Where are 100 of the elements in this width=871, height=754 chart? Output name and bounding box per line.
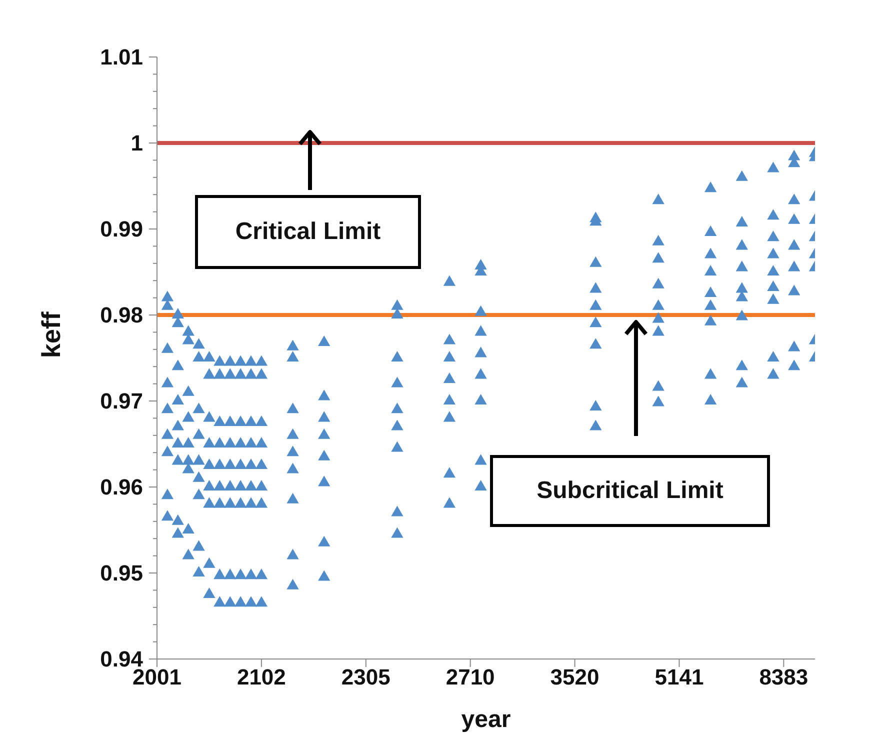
point [161,290,174,302]
point [788,284,800,296]
point [788,213,800,224]
point [318,450,330,460]
point [234,436,247,448]
point [736,260,748,272]
x-tick-label: 2102 [236,664,286,690]
point [286,462,299,474]
point [214,458,226,470]
point [203,497,216,508]
point [244,596,258,607]
point [182,436,194,448]
point [255,596,268,607]
point [652,325,664,336]
point [474,480,487,491]
y-axis-title: keff [36,311,66,358]
point [391,441,404,452]
point [234,368,247,379]
point [203,480,216,491]
point [443,497,456,508]
point [286,446,299,456]
point [214,497,226,508]
point [244,415,258,426]
point [224,415,236,426]
point [224,436,236,448]
point [652,380,664,391]
point [244,458,258,470]
point [182,325,194,336]
point [192,540,205,551]
point [192,566,205,577]
point [203,350,216,362]
point [590,400,602,411]
point [590,299,602,310]
point [767,368,780,379]
point [318,336,330,346]
y-tick-label: 1 [130,130,143,156]
point [161,428,174,439]
point [704,225,717,236]
label-frame: Subcritical Limit [490,455,770,527]
point [244,436,258,448]
point [474,346,487,358]
point [224,368,236,379]
point [214,355,226,366]
point [244,497,258,508]
point [255,415,268,426]
point [161,342,174,353]
point [318,411,330,422]
point [192,471,205,482]
y-tick-label: 0.99 [100,216,143,242]
point [391,402,404,414]
point [652,234,664,246]
point [443,372,456,384]
point [182,548,194,560]
point [704,314,717,326]
point [255,568,268,580]
point [318,390,330,400]
point [652,396,664,406]
point [788,194,800,204]
point [234,458,247,470]
point [224,568,236,580]
point [172,420,184,430]
point [767,230,780,242]
point [172,394,184,405]
point [767,280,780,291]
point [161,510,174,521]
point [736,310,748,320]
point [590,256,602,267]
x-axis-title: year [461,706,511,733]
point [704,368,717,379]
point [244,480,258,491]
point [443,350,456,362]
point [474,325,487,336]
y-tick-label: 0.97 [100,388,143,414]
point [652,299,664,310]
x-tick-label: 5141 [654,664,704,690]
point [255,355,268,366]
point [286,402,299,414]
point [214,480,226,491]
point [443,334,456,344]
point [652,312,664,323]
point [192,428,205,439]
point [474,305,487,316]
point [767,350,780,362]
point [391,376,404,388]
y-tick-label: 0.95 [100,560,143,586]
point [652,194,664,204]
point [203,458,216,470]
point [255,480,268,491]
point [161,402,174,414]
x-tick-label: 3520 [550,664,600,690]
point [203,436,216,448]
y-tick-label: 1.01 [100,44,143,70]
point [474,394,487,405]
point [391,299,404,310]
x-tick-label: 2305 [341,664,390,690]
point [182,385,194,396]
point [234,568,247,580]
point [788,360,800,370]
point [391,350,404,362]
label-frame: Critical Limit [195,195,421,269]
